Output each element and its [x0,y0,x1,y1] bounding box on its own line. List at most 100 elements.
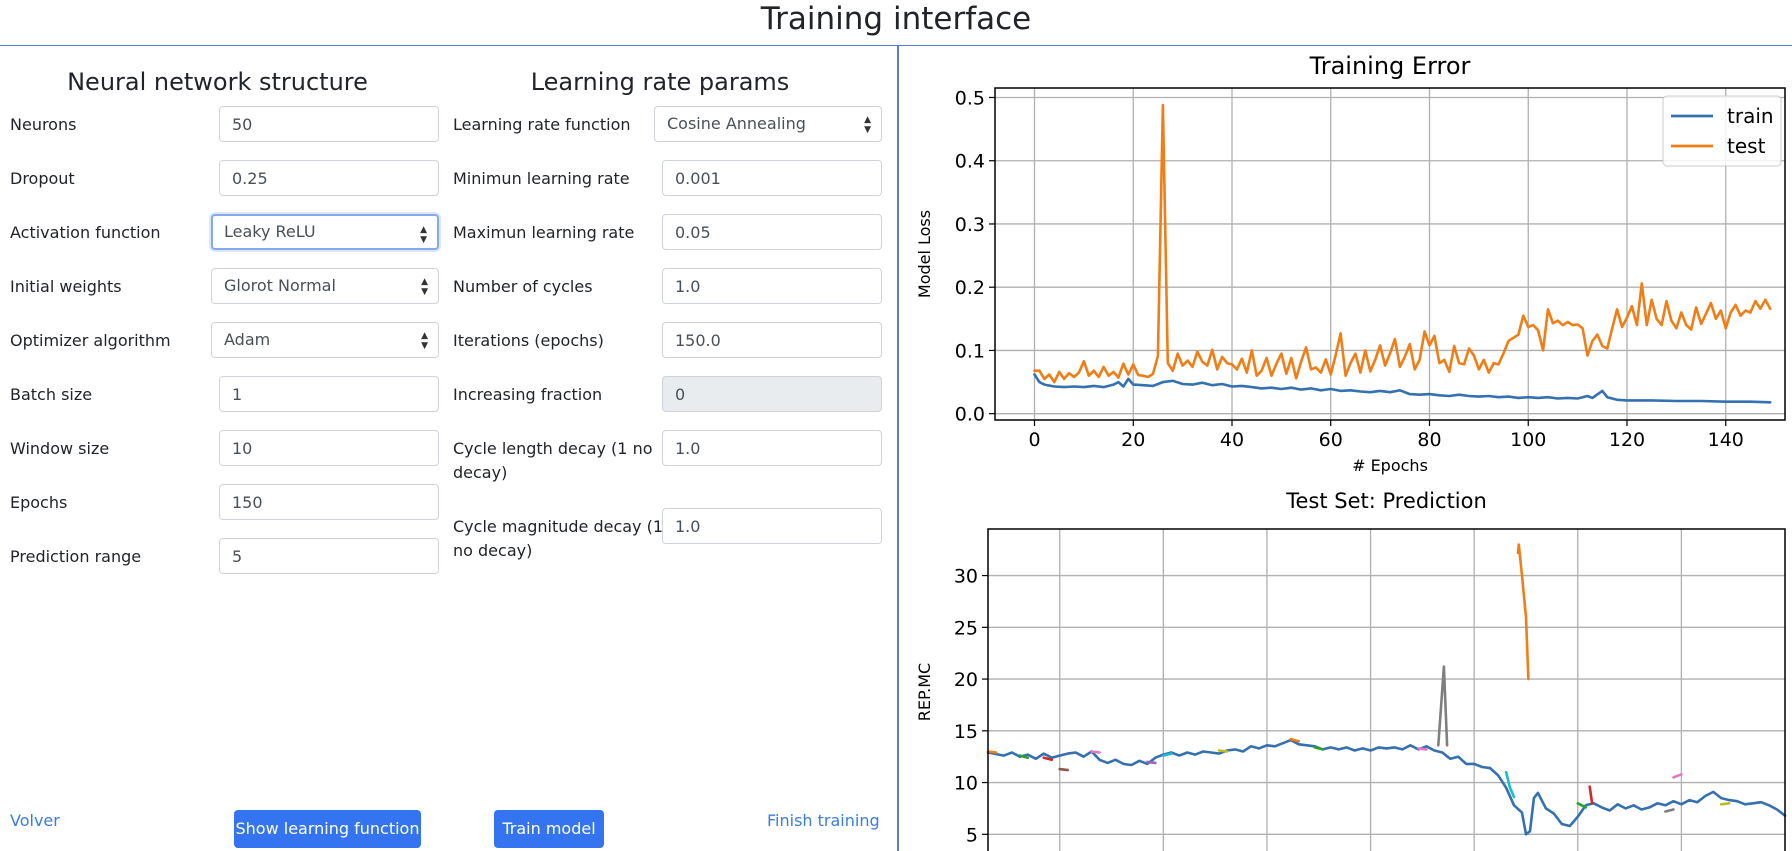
legend-label-train: train [1727,104,1774,128]
x-tick-label: 120 [1609,429,1645,451]
y-tick-label: 0.3 [955,214,985,236]
series-line-segment-7 [1018,754,1030,759]
epochs-label: Epochs [10,493,68,512]
select-arrows-icon: ▲ ▼ [420,225,427,245]
legend-label-test: test [1727,134,1766,158]
neurons-label: Neurons [10,115,77,134]
cycle-length-decay-label-line2: decay) [453,463,508,482]
train-model-button[interactable]: Train model [494,810,604,848]
min-lr-label: Minimun learning rate [453,169,630,188]
series-line-segment-19 [1664,808,1675,813]
iterations-input[interactable] [662,322,882,358]
series-line-train [1033,373,1772,404]
y-axis-label: REP.MC [915,663,934,721]
x-axis-label: # Epochs [1352,456,1428,475]
max-lr-input[interactable] [662,214,882,250]
weights-select[interactable]: Glorot Normal ▲ ▼ [211,268,439,304]
batch-label: Batch size [10,385,93,404]
optimizer-select[interactable]: Adam ▲ ▼ [211,322,439,358]
series-line-segment-13 [1090,750,1101,754]
y-tick-label: 5 [966,824,978,846]
x-tick-label: 0 [1028,429,1040,451]
cycle-magnitude-decay-label: Cycle magnitude decay (1 no decay) [453,515,663,563]
y-tick-label: 25 [954,617,978,639]
show-learning-function-button[interactable]: Show learning function [234,810,421,848]
x-tick-label: 60 [1319,429,1343,451]
cycle-magnitude-decay-input[interactable] [662,508,882,544]
y-tick-label: 0.5 [955,87,985,109]
lr-function-select[interactable]: Cosine Annealing ▲ ▼ [654,106,882,142]
page-title: Training interface [760,1,1032,37]
cycles-label: Number of cycles [453,277,593,296]
weights-label: Initial weights [10,277,122,296]
training-error-chart: 0 20 40 60 80 100 120 140 0.0 0.1 0.2 0.3 0.4 0.5 Trai… [915,52,1786,475]
plot-frame [994,87,1786,421]
y-axis-label: Model Loss [915,210,934,298]
chart-title: Test Set: Prediction [1285,490,1487,513]
y-tick-label: 0.4 [955,151,985,173]
series-line-segment-10 [1162,752,1173,757]
series-line-segment-8 [1313,746,1324,751]
series-line-segment-12 [1146,760,1157,765]
chart-title: Training Error [1309,52,1471,80]
dropout-label: Dropout [10,169,75,188]
y-tick-label: 0.2 [955,277,985,299]
finish-training-link[interactable]: Finish training [767,811,880,830]
series-line-segment-16 [1058,767,1069,772]
cycle-length-decay-label-line1: Cycle length decay (1 no [453,439,653,458]
y-tick-label: 20 [954,669,978,691]
y-tick-label: 0.0 [955,404,985,426]
y-tick-label: 30 [954,566,978,588]
y-tick-label: 10 [954,773,978,795]
select-arrows-icon: ▲ ▼ [421,277,428,297]
prediction-range-label: Prediction range [10,547,142,566]
series-line-segment-11 [1504,770,1516,799]
select-arrows-icon: ▲ ▼ [421,331,428,351]
series-line-segment-14 [1672,773,1683,779]
series-line-segment-1 [1516,543,1530,681]
increasing-fraction-input [662,376,882,412]
activation-select[interactable]: Leaky ReLU ▲ ▼ [211,214,439,250]
activation-value: Leaky ReLU [224,222,316,241]
optimizer-value: Adam [224,330,271,349]
activation-label: Activation function [10,223,161,242]
window-input[interactable] [219,430,439,466]
series-line-segment-9 [1576,802,1588,809]
series-line-segment-3 [1289,737,1301,743]
back-link[interactable]: Volver [10,811,60,830]
series-line-segment-6 [1588,785,1594,805]
y-tick-label: 15 [954,721,978,743]
series-line-segment-5 [1042,756,1054,762]
dropout-input[interactable] [219,160,439,196]
select-arrows-icon: ▲ ▼ [864,115,871,135]
test-prediction-chart: 5 10 15 20 25 30 Test Set: Prediction REP.MC [915,490,1787,851]
weights-value: Glorot Normal [224,276,336,295]
series-line-segment-4 [1437,665,1449,747]
neurons-input[interactable] [219,106,439,142]
plot-frame [987,528,1786,851]
x-tick-label: 80 [1417,429,1441,451]
y-tick-label: 0.1 [955,340,985,362]
batch-input[interactable] [219,376,439,412]
x-tick-label: 100 [1510,429,1546,451]
cycle-magnitude-decay-label-line1: Cycle magnitude decay (1 [453,517,664,536]
header-divider [0,45,1792,46]
cycle-length-decay-label: Cycle length decay (1 no decay) [453,437,653,485]
series-line-segment-2 [986,750,998,754]
x-tick-label: 20 [1121,429,1145,451]
max-lr-label: Maximun learning rate [453,223,635,242]
iterations-label: Iterations (epochs) [453,331,604,350]
series-line-segment-18 [1719,802,1731,806]
cycle-length-decay-input[interactable] [662,430,882,466]
x-tick-label: 40 [1220,429,1244,451]
series-line-segment-0 [986,738,1787,836]
lr-heading: Learning rate params [530,68,790,96]
column-divider [897,45,899,851]
optimizer-label: Optimizer algorithm [10,331,171,350]
epochs-input[interactable] [219,484,439,520]
min-lr-input[interactable] [662,160,882,196]
increasing-fraction-label: Increasing fraction [453,385,603,404]
prediction-range-input[interactable] [219,538,439,574]
cycles-input[interactable] [662,268,882,304]
nn-heading: Neural network structure [67,68,368,96]
